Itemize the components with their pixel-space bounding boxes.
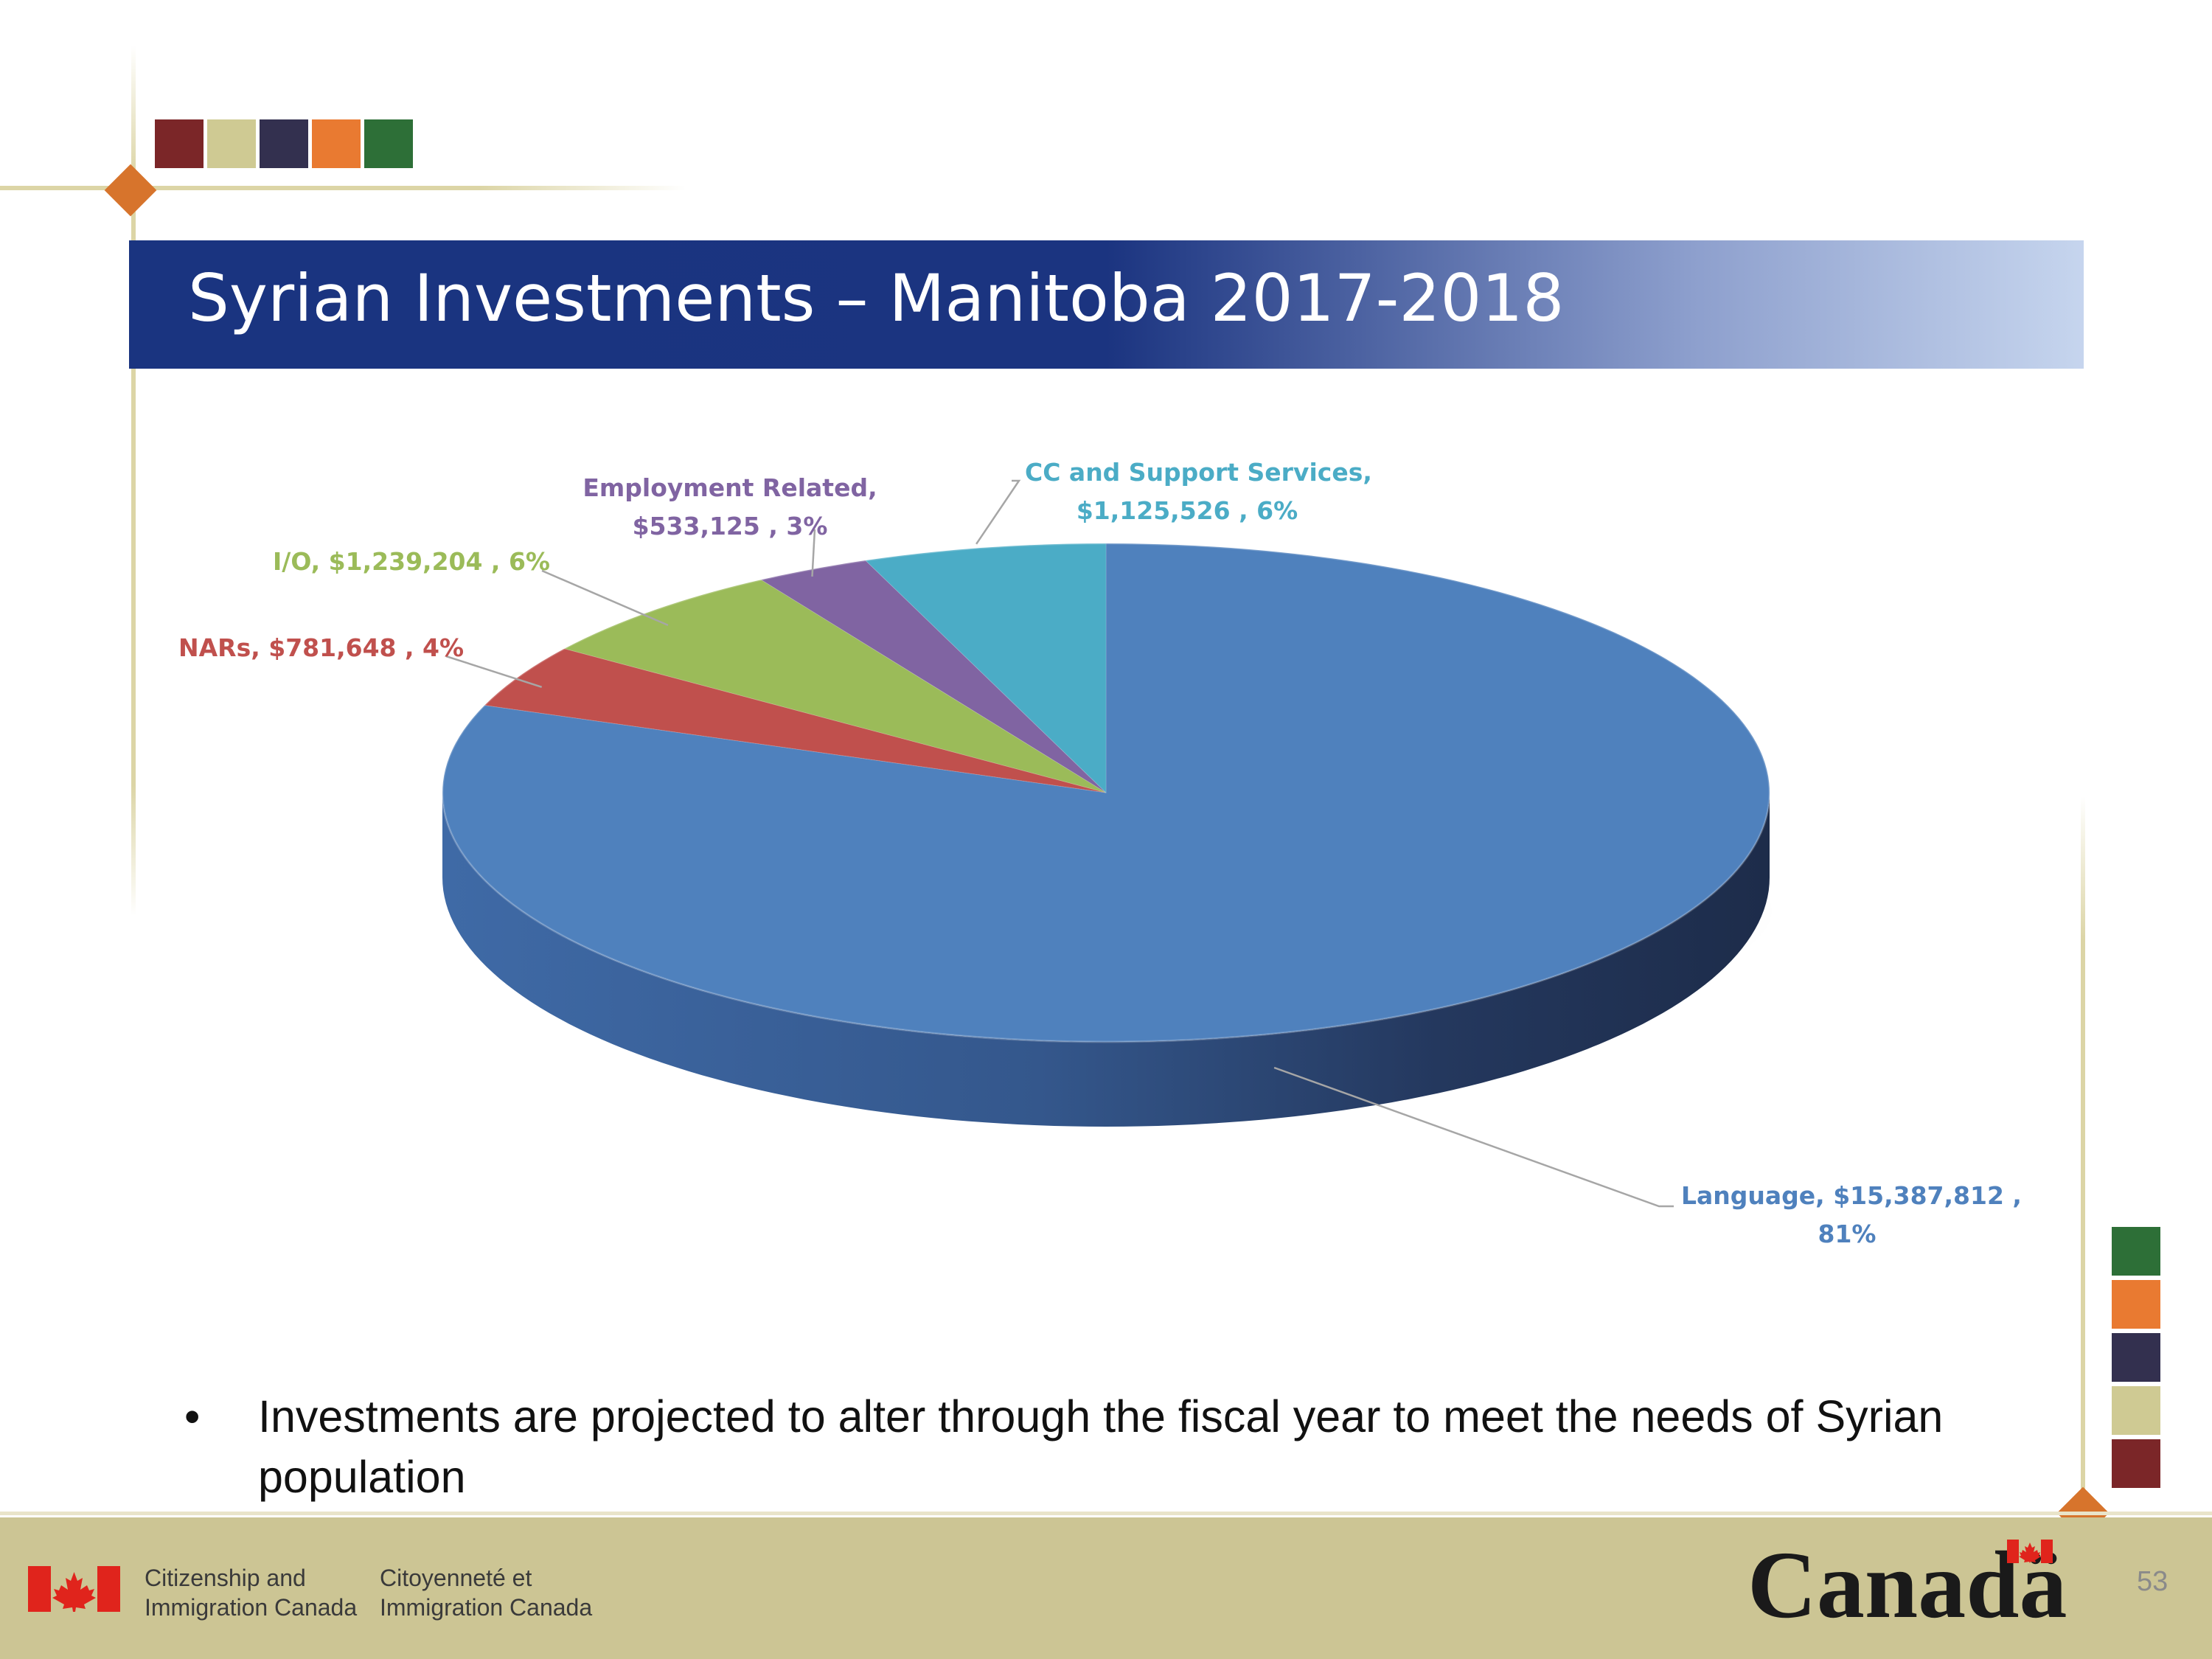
top-horizontal-rule: [0, 186, 686, 190]
right-color-squares: [2112, 1227, 2160, 1488]
top-square-2: [260, 119, 308, 168]
leader-line-0: [1273, 1066, 1674, 1208]
right-square-4: [2112, 1439, 2160, 1488]
slice-label-io: I/O, $1,239,204 , 6%: [273, 543, 550, 581]
pie-side-wall: [442, 793, 1770, 1127]
slice-label-language-line1: Language, $15,387,812 ,: [1681, 1181, 2022, 1210]
leader-line-2: [541, 569, 669, 627]
slice-label-nars-line1: NARs, $781,648 , 4%: [178, 633, 465, 662]
diamond-top-left: [104, 164, 157, 217]
footer: Citizenship and Immigration Canada Citoy…: [0, 1517, 2212, 1659]
dept-en-line1: Citizenship and: [145, 1565, 306, 1591]
wordmark-flag-icon: [2007, 1540, 2053, 1563]
slice-label-language-line2: 81%: [1818, 1220, 1877, 1248]
slice-label-employment-line1: Employment Related,: [582, 473, 877, 502]
bullet-text: Investments are projected to alter throu…: [258, 1391, 1944, 1502]
dept-name-fr: Citoyenneté et Immigration Canada: [380, 1563, 592, 1622]
top-square-3: [312, 119, 361, 168]
left-vertical-rule: [131, 46, 136, 916]
leader-line-1: [445, 655, 543, 688]
right-vertical-rule: [2081, 796, 2085, 1519]
dept-en-line2: Immigration Canada: [145, 1594, 358, 1621]
right-square-3: [2112, 1386, 2160, 1435]
bullet-marker: •: [184, 1391, 201, 1441]
page-number: 53: [2137, 1566, 2168, 1597]
right-square-0: [2112, 1227, 2160, 1276]
top-square-0: [155, 119, 204, 168]
pie-rim: [441, 542, 1771, 1043]
slice-label-cc-support-line2: $1,125,526 , 6%: [1076, 496, 1298, 525]
right-square-1: [2112, 1280, 2160, 1329]
pie-slice-cc-and-support-services: [864, 543, 1107, 794]
dept-fr-line1: Citoyenneté et: [380, 1565, 532, 1591]
slice-label-nars: NARs, $781,648 , 4%: [178, 629, 464, 667]
slice-label-io-line1: I/O, $1,239,204 , 6%: [273, 547, 550, 576]
pie-slice-i-o: [563, 579, 1107, 793]
slice-label-cc-support-line1: CC and Support Services,: [1025, 458, 1372, 487]
leader-line-3: [811, 529, 816, 577]
top-square-4: [364, 119, 413, 168]
slice-label-cc-support: CC and Support Services, $1,125,526 , 6%: [1025, 453, 1372, 530]
slice-label-employment-line2: $533,125 , 3%: [632, 512, 828, 540]
pie-slice-language: [442, 543, 1770, 1043]
pie-slice-nars: [484, 648, 1107, 793]
right-square-2: [2112, 1333, 2160, 1382]
leader-line-4: [975, 479, 1021, 545]
slide-title: Syrian Investments – Manitoba 2017-2018: [188, 260, 1565, 336]
dept-name-en: Citizenship and Immigration Canada: [145, 1563, 357, 1622]
canada-flag-icon: [28, 1566, 120, 1612]
top-square-1: [207, 119, 256, 168]
top-color-squares: [155, 119, 413, 168]
slice-label-employment: Employment Related, $533,125 , 3%: [582, 469, 877, 546]
slice-label-language: Language, $15,387,812 , 81%: [1681, 1177, 2022, 1253]
title-bar: Syrian Investments – Manitoba 2017-2018: [129, 240, 2084, 369]
footer-rule: [0, 1512, 2212, 1515]
dept-fr-line2: Immigration Canada: [380, 1594, 593, 1621]
